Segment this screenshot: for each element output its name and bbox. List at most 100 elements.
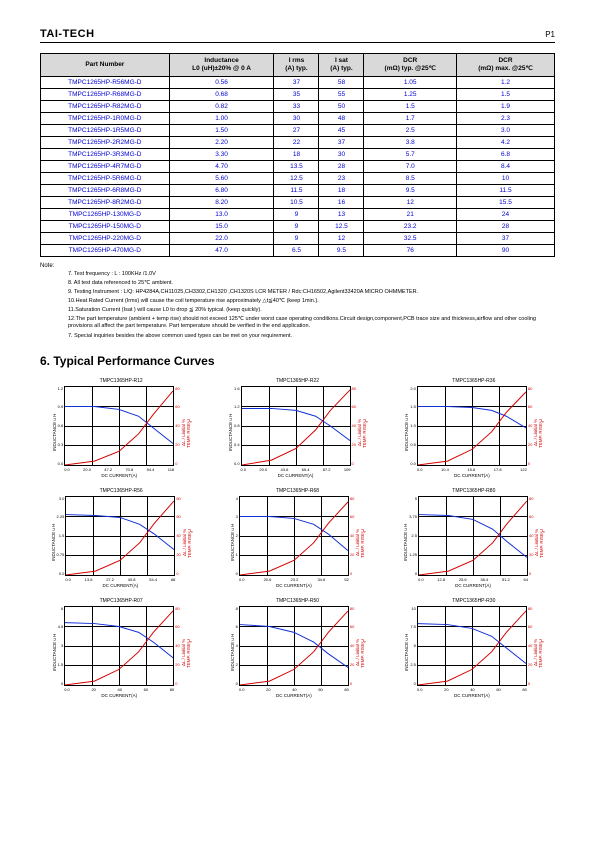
xlabel: DC CURRENT(A) bbox=[417, 473, 527, 478]
chart-title: TMPC1365HP-R07 bbox=[100, 598, 143, 604]
xaxis: 0.020.043.665.487.2109 bbox=[241, 467, 351, 472]
plot-area bbox=[417, 386, 527, 466]
xlabel: DC CURRENT(A) bbox=[64, 473, 174, 478]
table-cell: 6.8 bbox=[457, 148, 555, 160]
table-cell: 0.68 bbox=[169, 88, 274, 100]
plot-area bbox=[241, 386, 351, 466]
table-cell: 1.5 bbox=[457, 88, 555, 100]
xaxis: 0.013.627.240.854.468 bbox=[65, 577, 175, 582]
table-cell: 6.5 bbox=[274, 244, 319, 256]
ylabel-left: INDUCTANCE u H bbox=[227, 386, 234, 478]
ylabel-left: INDUCTANCE u H bbox=[51, 606, 58, 698]
chart: TMPC1365HP-R12INDUCTANCE u H1.20.90.60.3… bbox=[40, 378, 202, 478]
table-cell: 4.2 bbox=[457, 136, 555, 148]
table-cell: 18 bbox=[274, 148, 319, 160]
table-cell: 35 bbox=[274, 88, 319, 100]
table-cell: TMPC1265HP-R56MG-D bbox=[41, 76, 170, 88]
page-header: TAI-TECH P1 bbox=[40, 28, 555, 43]
table-cell: 13.5 bbox=[274, 160, 319, 172]
yaxis-right: 806040200 bbox=[174, 606, 179, 686]
xlabel: DC CURRENT(A) bbox=[64, 693, 174, 698]
ylabel-right: ΔL / Linitial %TEMP. RISE ℃ bbox=[354, 606, 366, 698]
table-cell: 10.5 bbox=[274, 196, 319, 208]
table-cell: 2.20 bbox=[169, 136, 274, 148]
table-cell: 11.5 bbox=[457, 184, 555, 196]
ylabel-left: INDUCTANCE u H bbox=[403, 386, 410, 478]
table-cell: TMPC1265HP-R82MG-D bbox=[41, 100, 170, 112]
table-cell: 22.0 bbox=[169, 232, 274, 244]
table-row: TMPC1265HP-2R2MG-D2.2022373.84.2 bbox=[41, 136, 555, 148]
plot-area bbox=[239, 496, 349, 576]
table-cell: 9 bbox=[274, 220, 319, 232]
ylabel-right: ΔL / Linitial %TEMP. RISE ℃ bbox=[356, 386, 368, 478]
table-cell: TMPC1265HP-8R2MG-D bbox=[41, 196, 170, 208]
chart-title: TMPC1365HP-R68 bbox=[276, 488, 319, 494]
table-row: TMPC1265HP-470MG-D47.06.59.57690 bbox=[41, 244, 555, 256]
note-item: 7. Special inquiries besides the above c… bbox=[68, 333, 555, 340]
table-cell: 16 bbox=[319, 196, 364, 208]
xaxis: 0.020.047.270.894.4118 bbox=[64, 467, 174, 472]
table-cell: TMPC1265HP-1R5MG-D bbox=[41, 124, 170, 136]
table-cell: 9 bbox=[274, 232, 319, 244]
table-row: TMPC1265HP-1R5MG-D1.5027452.53.0 bbox=[41, 124, 555, 136]
yaxis-left: 3.02.251.50.750.0 bbox=[57, 496, 66, 576]
plot-area bbox=[417, 606, 527, 686]
page-number: P1 bbox=[545, 30, 555, 39]
table-cell: 37 bbox=[319, 136, 364, 148]
charts-grid: TMPC1365HP-R12INDUCTANCE u H1.20.90.60.3… bbox=[40, 378, 555, 698]
table-cell: 23.2 bbox=[364, 220, 457, 232]
ylabel-left: INDUCTANCE u H bbox=[50, 496, 57, 588]
xaxis: 0.012.825.638.451.264 bbox=[418, 577, 528, 582]
table-cell: TMPC1265HP-150MG-D bbox=[41, 220, 170, 232]
table-row: TMPC1265HP-4R7MG-D4.7013.5287.08.4 bbox=[41, 160, 555, 172]
xlabel: DC CURRENT(A) bbox=[417, 693, 527, 698]
yaxis-left: 53.752.51.250 bbox=[409, 496, 418, 576]
table-cell: 1.7 bbox=[364, 112, 457, 124]
plot-area bbox=[64, 386, 174, 466]
table-cell: 13 bbox=[319, 208, 364, 220]
table-cell: 28 bbox=[319, 160, 364, 172]
table-cell: 1.5 bbox=[364, 100, 457, 112]
spec-table: Part NumberInductanceL0 (uH)±20% @ 0 AI … bbox=[40, 53, 555, 257]
yaxis-right: 806040200 bbox=[174, 386, 179, 466]
table-cell: 12 bbox=[319, 232, 364, 244]
note-item: 9. Testing Instrument : L/Q: HP4284A,CH1… bbox=[68, 289, 555, 296]
table-cell: 9.5 bbox=[364, 184, 457, 196]
notes-label: Note: bbox=[40, 263, 555, 269]
table-cell: 8.20 bbox=[169, 196, 274, 208]
table-cell: 22 bbox=[274, 136, 319, 148]
ylabel-right: ΔL / Linitial %TEMP. RISE ℃ bbox=[532, 606, 544, 698]
xlabel: DC CURRENT(A) bbox=[239, 583, 349, 588]
table-cell: 76 bbox=[364, 244, 457, 256]
chart-title: TMPC1365HP-R30 bbox=[452, 598, 495, 604]
chart: TMPC1365HP-R68INDUCTANCE u H432100.020.6… bbox=[216, 488, 378, 588]
table-cell: 37 bbox=[274, 76, 319, 88]
brand-text: TAI-TECH bbox=[40, 28, 95, 40]
table-cell: 8.5 bbox=[364, 172, 457, 184]
table-cell: TMPC1265HP-4R7MG-D bbox=[41, 160, 170, 172]
ylabel-right: ΔL / Linitial %TEMP. RISE ℃ bbox=[533, 496, 545, 588]
xlabel: DC CURRENT(A) bbox=[65, 583, 175, 588]
ylabel-right: ΔL / Linitial %TEMP. RISE ℃ bbox=[354, 496, 366, 588]
table-header: InductanceL0 (uH)±20% @ 0 A bbox=[169, 54, 274, 77]
table-row: TMPC1265HP-130MG-D13.09132124 bbox=[41, 208, 555, 220]
table-cell: 3.0 bbox=[457, 124, 555, 136]
table-header: I rms(A) typ. bbox=[274, 54, 319, 77]
table-cell: 23 bbox=[319, 172, 364, 184]
plot-area bbox=[65, 496, 175, 576]
chart: TMPC1365HP-R07INDUCTANCE u H64.531.500.0… bbox=[40, 598, 202, 698]
xaxis: 0.010.415.617.8122 bbox=[417, 467, 527, 472]
table-cell: 3.8 bbox=[364, 136, 457, 148]
table-cell: 12 bbox=[364, 196, 457, 208]
table-cell: 37 bbox=[457, 232, 555, 244]
table-cell: 1.25 bbox=[364, 88, 457, 100]
note-item: 12.The part temperature (ambient + temp … bbox=[68, 316, 555, 330]
table-header: DCR(mΩ) typ. @25℃ bbox=[364, 54, 457, 77]
table-cell: 0.82 bbox=[169, 100, 274, 112]
table-header: DCR(mΩ) max. @25℃ bbox=[457, 54, 555, 77]
table-cell: TMPC1265HP-470MG-D bbox=[41, 244, 170, 256]
table-cell: TMPC1265HP-2R2MG-D bbox=[41, 136, 170, 148]
table-cell: 45 bbox=[319, 124, 364, 136]
note-item: 10.Heat Rated Current (Irms) will cause … bbox=[68, 298, 555, 305]
table-cell: 15.5 bbox=[457, 196, 555, 208]
